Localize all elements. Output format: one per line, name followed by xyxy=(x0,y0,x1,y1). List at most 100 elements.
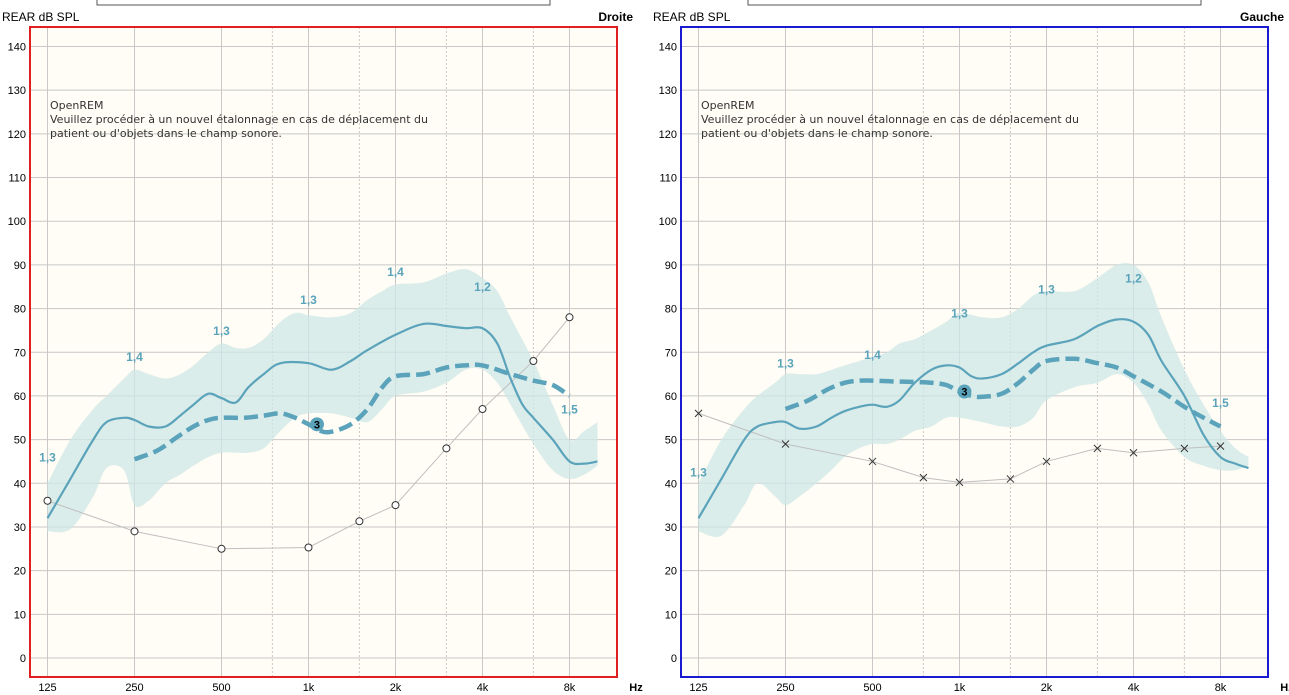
target-band xyxy=(698,262,1249,538)
y-tick-label: 70 xyxy=(14,347,26,359)
ratio-label: 1,3 xyxy=(213,324,230,338)
marker-label: 3 xyxy=(961,387,967,399)
response-curve xyxy=(46,322,598,519)
y-tick-label: 50 xyxy=(14,435,26,447)
plot-border xyxy=(680,26,1269,678)
x-tick-label: 1k xyxy=(303,682,315,694)
ratio-label: 1,3 xyxy=(300,293,317,307)
x-tick-label: 250 xyxy=(776,682,794,694)
y-tick-label: 20 xyxy=(14,566,26,578)
threshold-point xyxy=(529,356,538,365)
threshold-point xyxy=(781,440,790,448)
y-tick-label: 10 xyxy=(14,609,26,621)
y-tick-label: 80 xyxy=(665,304,677,316)
threshold-point xyxy=(1216,442,1225,451)
note-title: OpenREM xyxy=(701,99,754,112)
target-curve xyxy=(133,362,571,462)
note-line: patient ou d'objets dans le champ sonore… xyxy=(50,127,282,140)
threshold-point xyxy=(1006,475,1015,483)
ratio-label: 1,3 xyxy=(951,306,968,320)
x-tick-label: 125 xyxy=(38,682,56,694)
x-axis-unit: Hz xyxy=(1280,682,1289,694)
y-tick-label: 30 xyxy=(665,522,677,534)
y-tick-label: 100 xyxy=(659,216,677,228)
threshold-point xyxy=(478,405,487,414)
x-tick-label: 500 xyxy=(212,682,230,694)
y-tick-label: 60 xyxy=(14,391,26,403)
ratio-label: 1,5 xyxy=(1212,396,1229,410)
top-box-left xyxy=(747,0,1202,6)
x-tick-label: 4k xyxy=(1128,682,1140,694)
y-tick-label: 10 xyxy=(665,609,677,621)
x-tick-label: 2k xyxy=(390,682,402,694)
plot-content: 3 1,3 1,3 1,4 1,3 1,3 1,2 1,5 xyxy=(690,262,1249,538)
threshold-point xyxy=(217,544,226,553)
threshold-point xyxy=(1093,444,1102,453)
threshold-point xyxy=(919,473,928,482)
x-tick-label: 4k xyxy=(477,682,489,694)
y-tick-label: 140 xyxy=(659,42,677,54)
ratio-label: 1,3 xyxy=(1038,282,1055,296)
marker-label: 3 xyxy=(314,419,320,431)
ratio-label: 1,5 xyxy=(561,402,578,416)
y-tick-label: 90 xyxy=(665,260,677,272)
threshold-point xyxy=(1180,444,1189,453)
threshold-point xyxy=(1042,457,1051,466)
y-tick-label: 0 xyxy=(671,653,677,665)
y-tick-label: 70 xyxy=(665,347,677,359)
cross-b xyxy=(919,473,928,482)
threshold-point xyxy=(1129,448,1138,457)
threshold-point xyxy=(955,478,964,487)
x-tick-label: 250 xyxy=(125,682,143,694)
threshold-point xyxy=(130,527,139,536)
threshold-point xyxy=(565,313,574,322)
note-line: Veuillez procéder à un nouvel étalonnage… xyxy=(701,113,1079,126)
target-band xyxy=(47,269,598,533)
y-tick-label: 80 xyxy=(14,304,26,316)
threshold-point xyxy=(442,444,451,453)
ratio-label: 1,3 xyxy=(777,357,794,371)
y-tick-label: 0 xyxy=(20,653,26,665)
x-tick-label: 2k xyxy=(1041,682,1053,694)
marker-dot xyxy=(957,384,972,399)
y-tick-label: 90 xyxy=(14,260,26,272)
ear-title: Droite xyxy=(598,10,633,24)
y-tick-label: 30 xyxy=(14,522,26,534)
top-box-right xyxy=(96,0,551,6)
cross-b xyxy=(868,457,877,466)
y-tick-label: 130 xyxy=(659,85,677,97)
chart-left-ear: 0 10 20 30 40 50 60 70 80 90 100 110 120 130 140 125 250… xyxy=(653,10,1289,694)
threshold-point xyxy=(304,543,313,552)
threshold-point xyxy=(355,517,364,526)
y-tick-label: 110 xyxy=(659,173,677,185)
note-line: patient ou d'objets dans le champ sonore… xyxy=(701,127,933,140)
y-tick-label: 130 xyxy=(8,85,26,97)
y-tick-label: 40 xyxy=(14,478,26,490)
y-tick-label: 120 xyxy=(659,129,677,141)
x-tick-label: 8k xyxy=(1215,682,1227,694)
plot-content: 3 1,3 1,4 1,3 1,3 1,4 1,2 1,5 xyxy=(39,265,598,553)
y-axis-label: REAR dB SPL xyxy=(2,10,80,24)
marker-dot xyxy=(309,417,324,432)
ratio-label: 1,4 xyxy=(387,265,404,279)
x-tick-label: 8k xyxy=(564,682,576,694)
threshold-point xyxy=(694,409,703,418)
ratio-label: 1,2 xyxy=(474,280,491,294)
note-title: OpenREM xyxy=(50,99,103,112)
cross-b xyxy=(1216,442,1225,451)
y-tick-label: 60 xyxy=(665,391,677,403)
y-tick-label: 40 xyxy=(665,478,677,490)
ratio-label: 1,3 xyxy=(39,450,56,464)
threshold-point xyxy=(43,496,52,505)
cross-b xyxy=(955,478,964,487)
cross-b xyxy=(1042,457,1051,466)
ratio-label: 1,2 xyxy=(1125,271,1142,285)
cross-b xyxy=(1129,448,1138,457)
x-tick-label: 125 xyxy=(689,682,707,694)
cross-b xyxy=(781,440,790,448)
cross-b xyxy=(1180,444,1189,453)
x-tick-label: 1k xyxy=(954,682,966,694)
chart-right-ear: 0 10 20 30 40 50 60 70 80 90 100 110 120 130 140 125 250… xyxy=(2,10,643,694)
note-line: Veuillez procéder à un nouvel étalonnage… xyxy=(50,113,428,126)
